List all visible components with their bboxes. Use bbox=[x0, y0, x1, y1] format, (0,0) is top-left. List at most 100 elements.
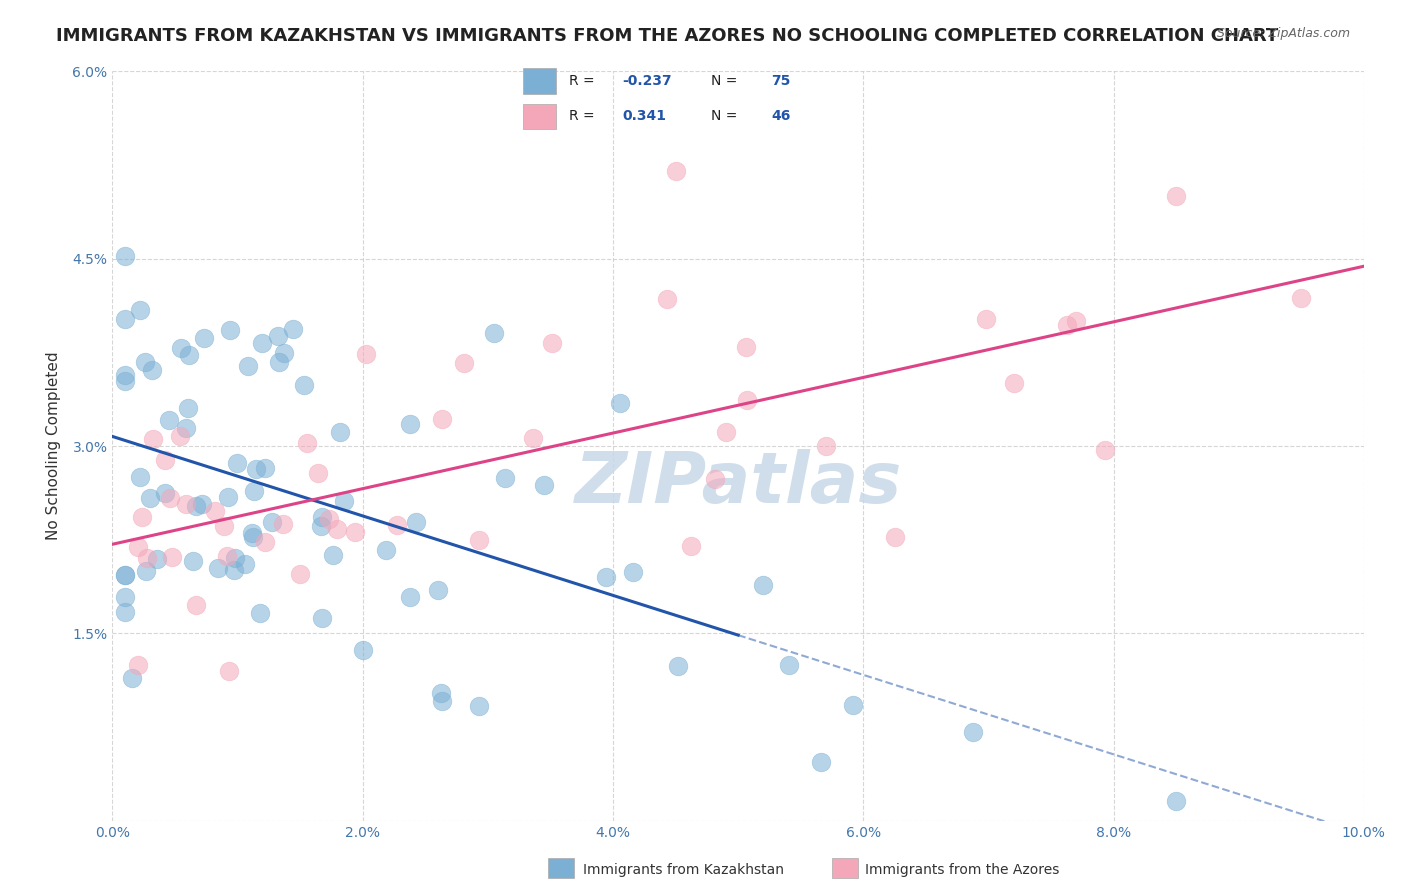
Point bbox=[290, 566, 312, 581]
Point bbox=[236, 359, 259, 373]
Point bbox=[179, 348, 201, 362]
Point bbox=[810, 755, 832, 769]
Point bbox=[153, 486, 176, 500]
Point bbox=[176, 498, 198, 512]
Point bbox=[260, 516, 283, 530]
Point bbox=[283, 322, 305, 336]
Point bbox=[207, 561, 229, 575]
Point bbox=[135, 564, 157, 578]
Point bbox=[219, 323, 242, 337]
Point bbox=[468, 533, 491, 547]
Point bbox=[131, 509, 153, 524]
Point bbox=[751, 577, 773, 591]
Point bbox=[1066, 314, 1088, 328]
Point bbox=[814, 439, 837, 453]
Point bbox=[267, 329, 290, 343]
Point bbox=[114, 567, 136, 582]
Point bbox=[184, 598, 207, 612]
Point bbox=[621, 565, 644, 579]
Point bbox=[1291, 291, 1313, 305]
Point bbox=[222, 563, 245, 577]
Point bbox=[329, 425, 352, 440]
Point bbox=[778, 658, 800, 673]
Point bbox=[541, 335, 564, 350]
Point bbox=[430, 694, 453, 708]
Point bbox=[159, 491, 181, 505]
Point bbox=[145, 552, 167, 566]
Point bbox=[242, 484, 264, 499]
Point bbox=[215, 549, 238, 563]
Point bbox=[522, 431, 544, 445]
Point bbox=[269, 355, 291, 369]
Point bbox=[114, 567, 136, 582]
FancyBboxPatch shape bbox=[523, 69, 557, 94]
Point bbox=[734, 340, 756, 354]
Point bbox=[181, 554, 204, 568]
Point bbox=[1056, 318, 1078, 333]
Point bbox=[153, 452, 176, 467]
Point bbox=[242, 530, 264, 544]
Text: ZIPatlas: ZIPatlas bbox=[575, 449, 901, 518]
FancyBboxPatch shape bbox=[523, 103, 557, 128]
Text: 46: 46 bbox=[770, 110, 790, 123]
Point bbox=[141, 363, 163, 377]
Point bbox=[250, 336, 273, 351]
Text: R =: R = bbox=[569, 110, 603, 123]
Point bbox=[482, 326, 505, 340]
Point bbox=[595, 570, 617, 584]
Point bbox=[332, 494, 354, 508]
Text: Immigrants from Kazakhstan: Immigrants from Kazakhstan bbox=[583, 863, 785, 877]
Point bbox=[344, 524, 367, 539]
Point bbox=[1002, 376, 1025, 390]
Text: R =: R = bbox=[569, 74, 599, 88]
Point bbox=[253, 534, 276, 549]
Point bbox=[273, 346, 295, 360]
Text: 0.341: 0.341 bbox=[623, 110, 666, 123]
Point bbox=[224, 550, 246, 565]
Point bbox=[233, 557, 256, 571]
Point bbox=[735, 392, 758, 407]
Point bbox=[128, 303, 150, 318]
Point bbox=[193, 331, 215, 345]
Point bbox=[114, 312, 136, 326]
Text: N =: N = bbox=[711, 74, 742, 88]
Point bbox=[249, 606, 271, 620]
Point bbox=[240, 526, 263, 541]
Point bbox=[398, 417, 420, 431]
Point bbox=[162, 549, 184, 564]
Point bbox=[114, 605, 136, 619]
Point bbox=[114, 249, 136, 263]
Point bbox=[354, 347, 377, 361]
Point bbox=[139, 491, 162, 505]
Point bbox=[657, 292, 679, 306]
Point bbox=[176, 401, 198, 415]
Point bbox=[309, 519, 332, 533]
Point bbox=[468, 698, 491, 713]
Point bbox=[453, 356, 475, 370]
Point bbox=[884, 530, 907, 544]
Point bbox=[609, 396, 631, 410]
Point bbox=[204, 504, 226, 518]
Point bbox=[427, 583, 450, 598]
Point bbox=[114, 590, 136, 604]
Point bbox=[352, 643, 374, 657]
Point bbox=[142, 433, 165, 447]
FancyBboxPatch shape bbox=[548, 858, 574, 878]
Point bbox=[245, 462, 267, 476]
Point bbox=[1166, 189, 1188, 203]
Point bbox=[405, 516, 427, 530]
Point bbox=[1166, 794, 1188, 808]
Point bbox=[218, 664, 240, 678]
Point bbox=[311, 611, 333, 625]
Point bbox=[666, 658, 689, 673]
Point bbox=[318, 512, 340, 526]
Text: IMMIGRANTS FROM KAZAKHSTAN VS IMMIGRANTS FROM THE AZORES NO SCHOOLING COMPLETED : IMMIGRANTS FROM KAZAKHSTAN VS IMMIGRANTS… bbox=[56, 27, 1278, 45]
Point bbox=[191, 497, 214, 511]
Point bbox=[494, 471, 516, 485]
Point bbox=[962, 724, 984, 739]
Point bbox=[184, 499, 207, 513]
Point bbox=[841, 698, 863, 712]
Point bbox=[135, 550, 157, 565]
Point bbox=[664, 164, 686, 178]
Point bbox=[121, 672, 143, 686]
